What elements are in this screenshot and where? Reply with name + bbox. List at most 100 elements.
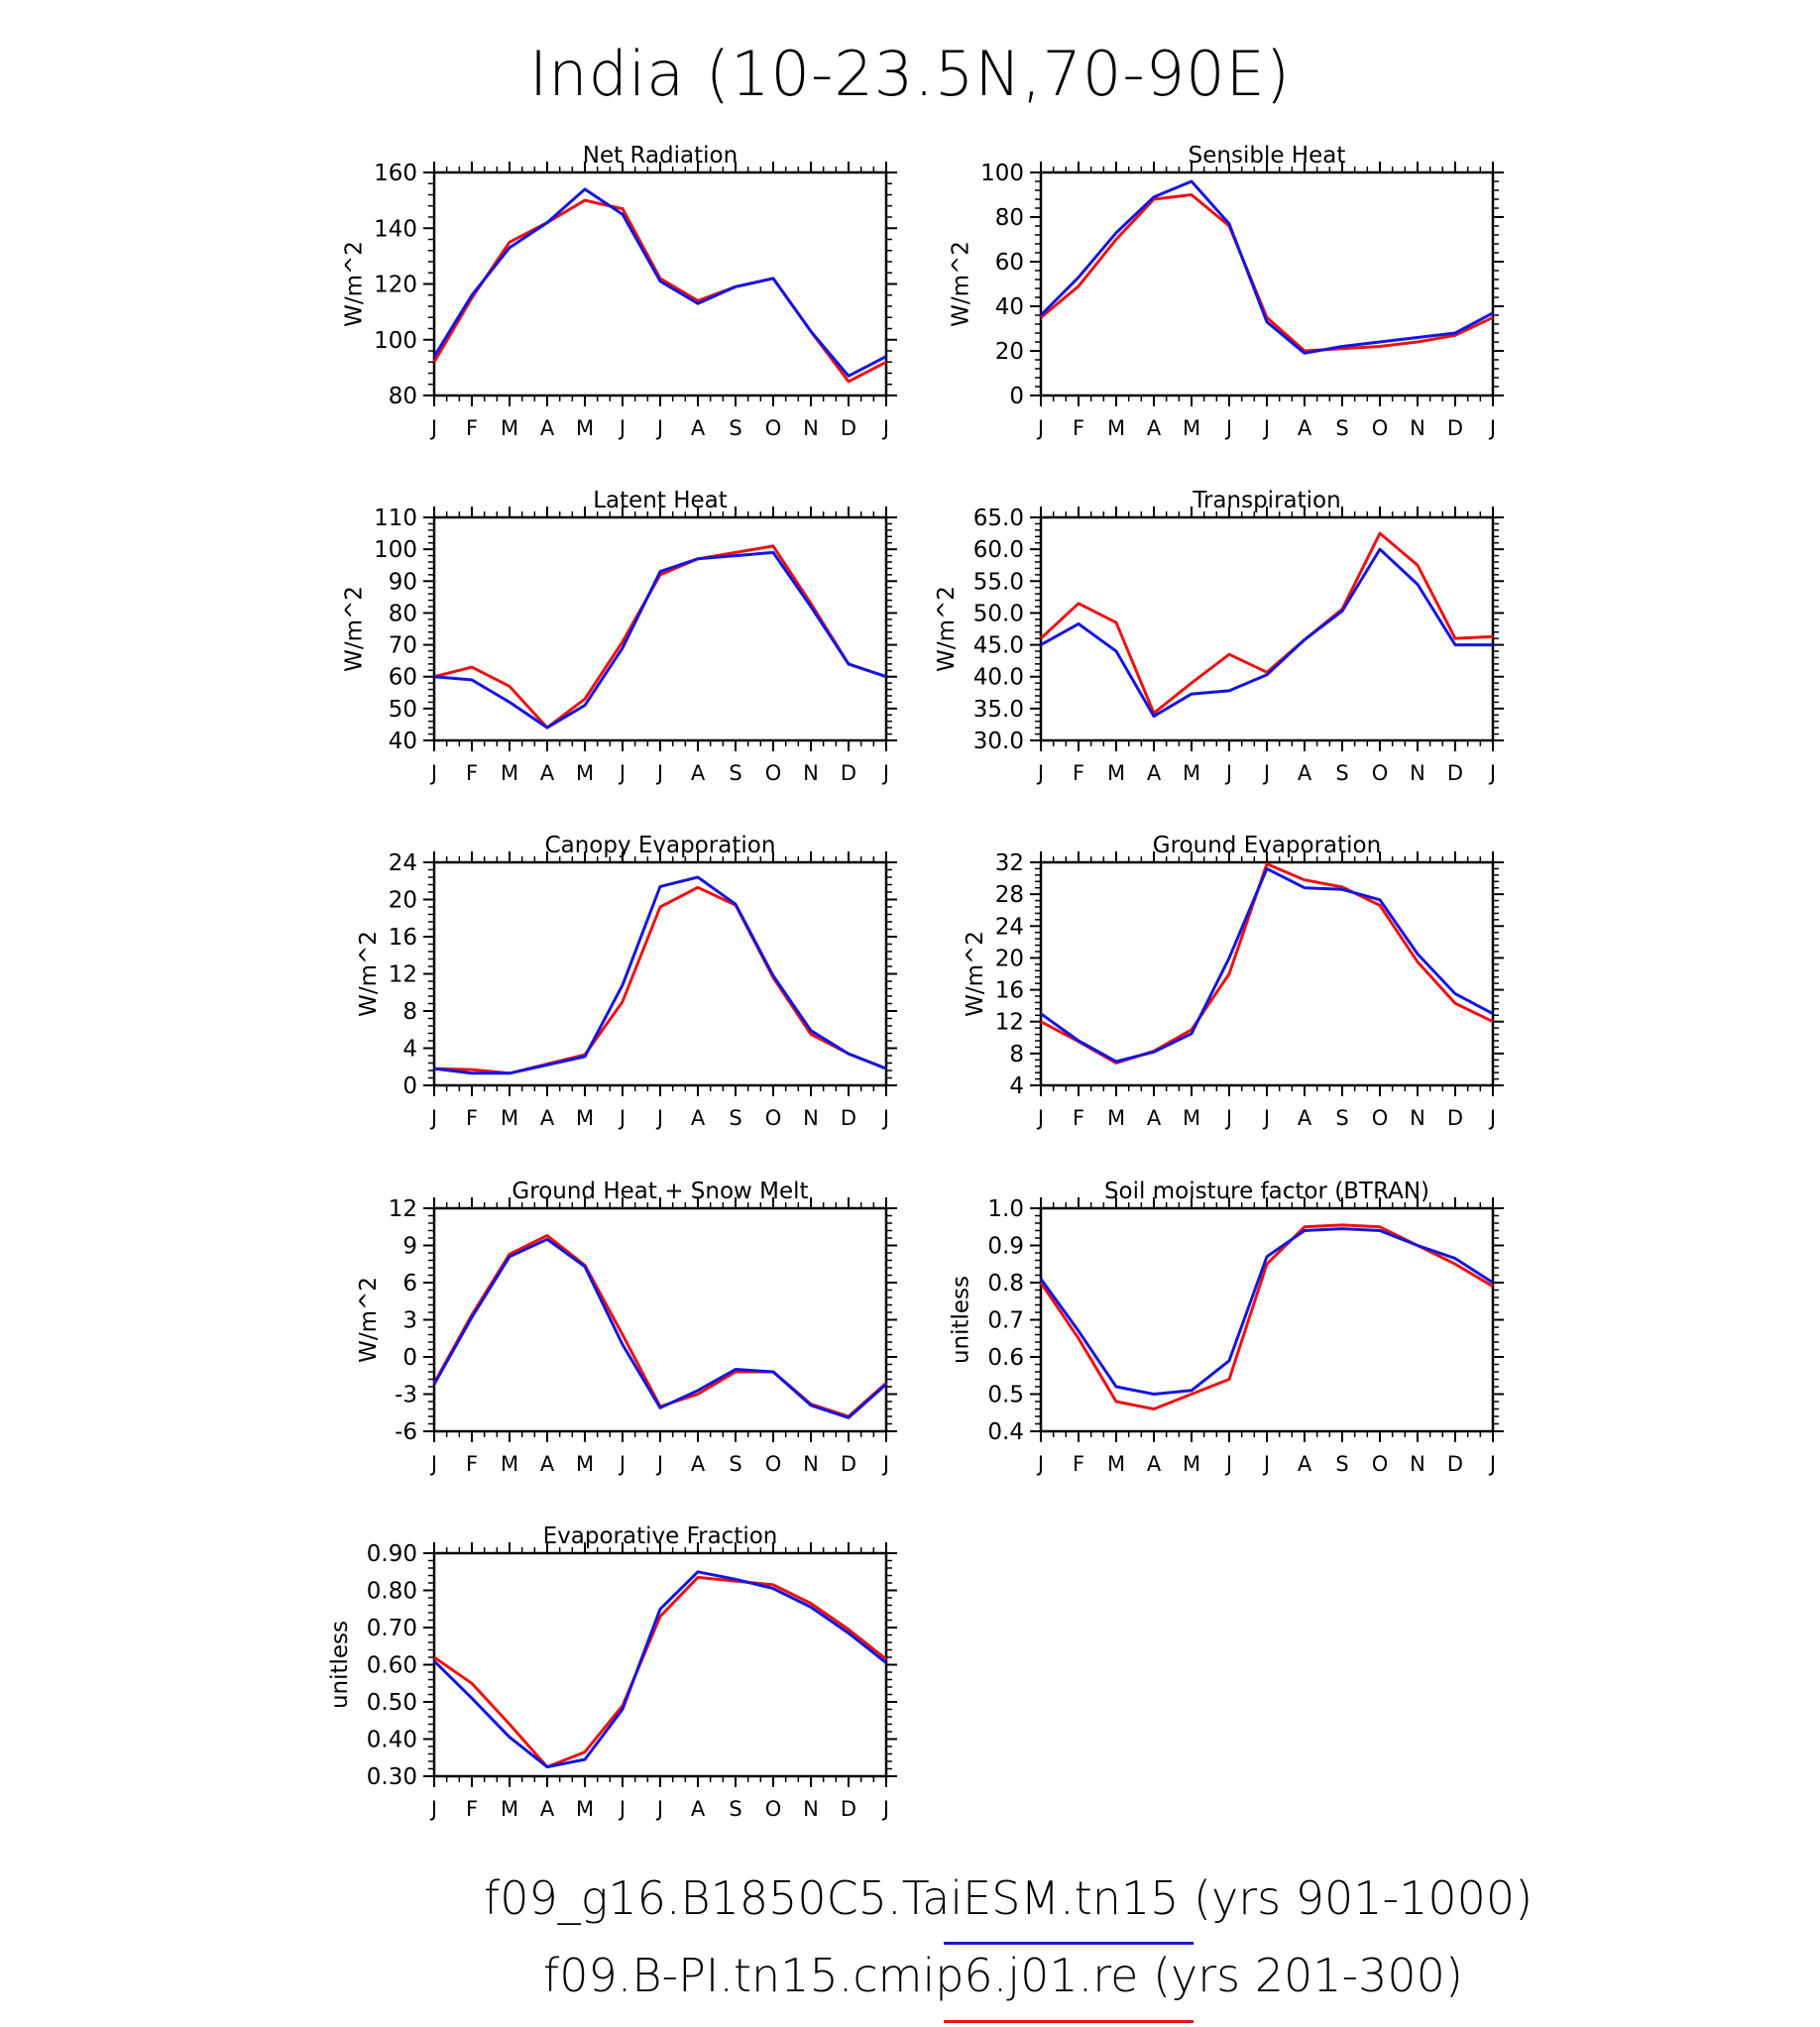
x-tick-label: A <box>691 1452 706 1476</box>
y-tick-label: 24 <box>389 850 417 876</box>
x-tick-label: M <box>501 761 518 785</box>
y-tick-label: 0.5 <box>987 1383 1024 1408</box>
y-tick-label: 0.50 <box>367 1690 417 1716</box>
x-tick-label: M <box>576 761 594 785</box>
series-line-case1 <box>1040 866 1494 1064</box>
y-tick-label: -6 <box>395 1419 417 1445</box>
x-tick-label: J <box>655 416 663 440</box>
x-tick-label: J <box>1262 416 1270 440</box>
x-tick-label: J <box>881 761 889 785</box>
x-tick-label: J <box>618 761 626 785</box>
x-tick-label: N <box>803 416 819 440</box>
x-tick-label: D <box>841 416 856 440</box>
x-tick-label: J <box>655 1797 663 1821</box>
x-tick-label: M <box>1107 761 1125 785</box>
y-tick-label: 8 <box>1009 1042 1024 1068</box>
x-tick-label: N <box>803 1797 819 1821</box>
x-tick-label: O <box>765 416 782 440</box>
x-tick-label: A <box>1147 416 1162 440</box>
y-tick-label: 0.6 <box>987 1345 1024 1371</box>
y-axis-label: unitless <box>327 1621 353 1709</box>
y-tick-label: 9 <box>402 1234 417 1260</box>
series-line-case1 <box>1040 547 1493 719</box>
x-tick-label: J <box>1262 1452 1270 1476</box>
plot-frame <box>432 170 888 397</box>
y-axis-label: W/m^2 <box>342 241 368 327</box>
x-tick-label: J <box>1262 1106 1270 1130</box>
x-tick-label: J <box>429 1106 437 1130</box>
x-tick-label: M <box>501 1452 518 1476</box>
x-tick-label: S <box>729 1106 741 1130</box>
x-tick-label: D <box>1447 416 1463 440</box>
y-tick-label: 40.0 <box>973 665 1024 691</box>
x-tick-label: O <box>765 1797 782 1821</box>
x-tick-label: J <box>429 416 437 440</box>
x-tick-label: J <box>1488 416 1496 440</box>
series-line-case2 <box>1039 1223 1494 1410</box>
x-tick-label: O <box>765 1452 782 1476</box>
x-tick-label: S <box>729 1797 741 1821</box>
y-tick-label: 80 <box>995 205 1024 231</box>
series-line-case1 <box>433 875 887 1075</box>
series-line-case1 <box>1039 179 1494 355</box>
x-tick-label: A <box>1147 1106 1162 1130</box>
x-tick-label: D <box>1447 1106 1463 1130</box>
series-line-case1 <box>432 1237 887 1419</box>
plot-frame <box>432 1551 888 1778</box>
x-tick-label: O <box>1372 1106 1389 1130</box>
x-tick-label: A <box>1298 1452 1312 1476</box>
x-tick-label: N <box>1410 1452 1425 1476</box>
y-tick-label: 70 <box>389 633 417 659</box>
x-tick-label: J <box>618 1797 626 1821</box>
panel-title: Transpiration <box>1192 488 1340 513</box>
x-tick-label: M <box>1183 416 1200 440</box>
series-line-case2 <box>432 1234 887 1418</box>
y-tick-label: 1.0 <box>987 1196 1024 1222</box>
y-tick-label: 40 <box>389 729 417 754</box>
y-tick-label: 60 <box>995 250 1024 276</box>
x-tick-label: A <box>691 761 706 785</box>
x-tick-label: F <box>466 1797 478 1821</box>
x-tick-label: F <box>1073 1452 1084 1476</box>
x-tick-label: S <box>729 1452 741 1476</box>
y-tick-label: 3 <box>402 1308 417 1334</box>
x-tick-label: F <box>466 1452 478 1476</box>
x-tick-label: A <box>540 1797 555 1821</box>
y-tick-label: 12 <box>389 1196 417 1222</box>
panel-8: J F M A M J J A S O N D J0.300.400.500.600.700.800.9… <box>327 1523 897 1821</box>
y-tick-label: -3 <box>395 1383 417 1408</box>
y-tick-label: 55.0 <box>973 569 1024 595</box>
x-tick-label: J <box>429 1452 437 1476</box>
x-tick-label: D <box>1447 1452 1463 1476</box>
x-tick-label: M <box>501 1106 518 1130</box>
x-tick-label: M <box>1107 416 1125 440</box>
y-axis-label: W/m^2 <box>342 586 368 672</box>
x-tick-label: S <box>1335 761 1348 785</box>
x-tick-label: S <box>1335 1106 1348 1130</box>
x-tick-label: J <box>1488 761 1496 785</box>
y-tick-label: 30.0 <box>973 729 1024 754</box>
series-line-case1 <box>1039 1227 1494 1396</box>
x-tick-label: D <box>841 761 856 785</box>
y-tick-label: 20 <box>995 339 1024 365</box>
panel-title: Canopy Evaporation <box>545 833 776 858</box>
x-tick-label: F <box>466 416 478 440</box>
legend-label-case2: f09.B-PI.tn15.cmip6.j01.re (yrs 201-300) <box>543 1949 1463 2002</box>
x-tick-label: M <box>1107 1452 1125 1476</box>
series-line-case1 <box>432 187 887 378</box>
x-tick-label: N <box>1410 416 1425 440</box>
plot-frame <box>1039 1206 1495 1433</box>
panel-title: Net Radiation <box>583 143 738 169</box>
y-tick-label: 0.60 <box>367 1653 417 1679</box>
x-tick-label: S <box>1335 1452 1348 1476</box>
x-tick-label: S <box>1335 416 1348 440</box>
y-tick-label: 4 <box>402 1037 417 1063</box>
x-tick-label: M <box>501 416 518 440</box>
x-tick-label: J <box>618 416 626 440</box>
y-tick-label: 0.4 <box>987 1419 1024 1445</box>
x-tick-label: J <box>618 1106 626 1130</box>
